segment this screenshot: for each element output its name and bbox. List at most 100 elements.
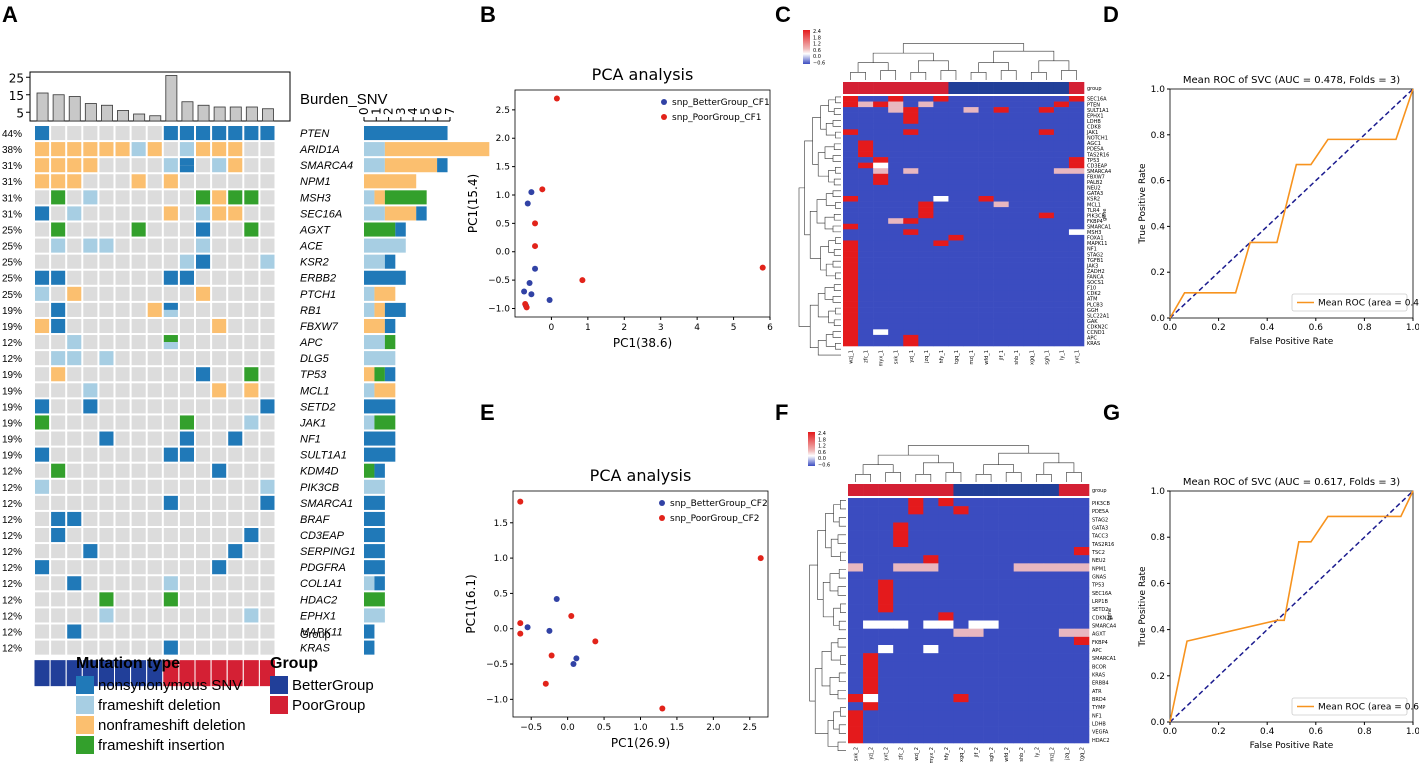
heatmap-cell bbox=[1053, 273, 1070, 280]
heatmap-group-cell bbox=[953, 484, 969, 496]
mutation-cell bbox=[147, 286, 162, 301]
heatmap-cell bbox=[1068, 246, 1085, 252]
count-bar-segment bbox=[384, 206, 417, 221]
heatmap-cell bbox=[903, 307, 919, 313]
heatmap-cell bbox=[848, 563, 864, 572]
heatmap-col-dendrogram bbox=[1035, 474, 1052, 482]
heatmap-cell bbox=[993, 296, 1009, 302]
mutation-cell bbox=[35, 206, 50, 221]
heatmap-cell bbox=[923, 669, 939, 678]
mutation-cell bbox=[147, 511, 162, 526]
mutation-cell bbox=[228, 302, 243, 317]
heatmap-col-dendrogram bbox=[862, 464, 894, 475]
heatmap-col-label: wfd_1 bbox=[984, 350, 990, 365]
mutation-cell bbox=[260, 399, 275, 414]
heatmap-cell bbox=[908, 636, 924, 646]
mutation-cell bbox=[260, 576, 275, 591]
mutation-cell bbox=[228, 463, 243, 478]
heatmap-cell bbox=[933, 112, 949, 119]
count-axis-label: 4 bbox=[406, 107, 420, 115]
heatmap-cell bbox=[1023, 162, 1040, 169]
heatmap-cell bbox=[998, 514, 1014, 523]
heatmap-cell bbox=[993, 201, 1009, 208]
heatmap-cell bbox=[1013, 685, 1030, 695]
heatmap-cell bbox=[1058, 596, 1075, 605]
heatmap-cell bbox=[858, 223, 874, 230]
mutation-cell bbox=[212, 511, 227, 526]
count-bar-segment bbox=[364, 479, 385, 494]
heatmap-cell bbox=[978, 140, 994, 147]
mutation-cell bbox=[83, 158, 98, 173]
heatmap-cell bbox=[933, 246, 949, 252]
mutation-cell bbox=[196, 431, 211, 446]
heatmap-cell bbox=[1073, 604, 1090, 613]
heatmap-cell bbox=[873, 273, 889, 280]
heatmap-cell bbox=[948, 146, 964, 152]
heatmap-cell bbox=[1068, 157, 1085, 163]
mutation-cell bbox=[163, 254, 178, 269]
heatmap-row-label: PALB2 bbox=[1087, 180, 1103, 186]
mutation-cell bbox=[99, 367, 114, 382]
mutation-cell bbox=[163, 318, 178, 334]
heatmap-cell bbox=[1013, 596, 1030, 605]
heatmap-cell bbox=[998, 661, 1014, 670]
heatmap-cell bbox=[1068, 184, 1085, 191]
heatmap-cell bbox=[953, 596, 969, 605]
heatmap-cell bbox=[983, 538, 999, 548]
pca-point-better bbox=[528, 291, 535, 298]
count-bar-segment bbox=[437, 158, 448, 173]
pca-xlabel: PC1(38.6) bbox=[613, 336, 672, 350]
heatmap-cell bbox=[923, 514, 939, 523]
heatmap-cell bbox=[893, 694, 909, 703]
pca-ytick-label: −0.5 bbox=[488, 276, 510, 286]
heatmap-cell bbox=[1053, 340, 1070, 347]
heatmap-row-dendrogram bbox=[832, 120, 841, 127]
gene-label: SMARCA4 bbox=[300, 160, 353, 172]
mutation-cell bbox=[51, 367, 66, 382]
heatmap-cell bbox=[963, 229, 979, 236]
heatmap-cell bbox=[848, 694, 864, 703]
heatmap-row-label: FKBP4 bbox=[1092, 640, 1108, 646]
heatmap-cell bbox=[1043, 653, 1060, 662]
mutation-cell bbox=[115, 544, 130, 559]
mutation-cell bbox=[147, 335, 162, 350]
heatmap-cell bbox=[1068, 323, 1085, 330]
heatmap-cell bbox=[998, 538, 1014, 548]
heatmap-cell bbox=[993, 157, 1009, 163]
roc-plot-d: Mean ROC of SVC (AUC = 0.478, Folds = 3)… bbox=[1138, 75, 1419, 347]
heatmap-cell bbox=[863, 734, 879, 744]
mutation-cell bbox=[260, 335, 275, 350]
gene-label: TP53 bbox=[300, 369, 327, 381]
heatmap-cell bbox=[888, 301, 904, 308]
heatmap-cell bbox=[963, 123, 979, 130]
gene-percent: 12% bbox=[2, 595, 22, 606]
mutation-cell bbox=[179, 270, 194, 285]
heatmap-cell bbox=[938, 538, 954, 548]
heatmap-cell bbox=[858, 234, 874, 241]
heatmap-cell bbox=[878, 694, 894, 703]
heatmap-cell bbox=[963, 240, 979, 247]
roc-xtick-label: 0.0 bbox=[1163, 727, 1178, 737]
heatmap-cell bbox=[1028, 530, 1045, 540]
mutation-cell bbox=[51, 640, 66, 655]
heatmap-cell bbox=[918, 301, 934, 308]
heatmap-cell bbox=[978, 146, 994, 152]
pca-point-poor bbox=[759, 264, 766, 271]
heatmap-cell bbox=[1058, 653, 1075, 662]
mutation-cell bbox=[35, 351, 50, 366]
heatmap-cell bbox=[993, 129, 1009, 136]
roc-ytick-label: 0.0 bbox=[1151, 718, 1166, 728]
heatmap-cell bbox=[933, 179, 949, 186]
heatmap-group-cell bbox=[1023, 82, 1040, 94]
heatmap-cell bbox=[978, 118, 994, 125]
heatmap-cell bbox=[968, 563, 984, 572]
mutation-cell bbox=[35, 318, 50, 334]
mutation-cell bbox=[99, 206, 114, 221]
heatmap-cell bbox=[1058, 571, 1075, 580]
mutation-cell bbox=[147, 640, 162, 655]
gene-percent: 12% bbox=[2, 579, 22, 590]
heatmap-cell bbox=[968, 538, 984, 548]
heatmap-cell bbox=[843, 151, 859, 158]
heatmap-cell bbox=[1013, 645, 1030, 654]
